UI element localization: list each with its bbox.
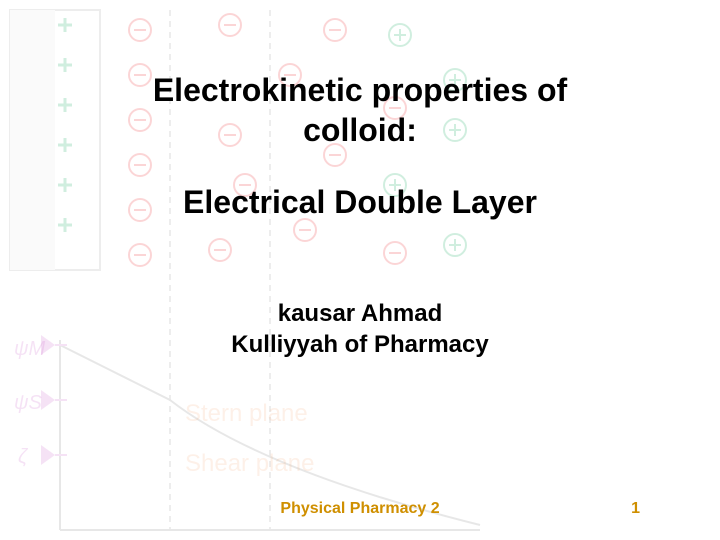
title-line-3: Electrical Double Layer bbox=[0, 182, 720, 222]
footer-text: Physical Pharmacy 2 bbox=[0, 500, 720, 518]
author-name: kausar Ahmad bbox=[0, 298, 720, 329]
slide-content: Electrokinetic properties of colloid: El… bbox=[0, 0, 720, 540]
title-line-1: Electrokinetic properties of bbox=[0, 70, 720, 110]
page-number: 1 bbox=[631, 500, 640, 518]
slide-title: Electrokinetic properties of colloid: El… bbox=[0, 70, 720, 222]
author-affiliation: Kulliyyah of Pharmacy bbox=[0, 329, 720, 360]
author-block: kausar Ahmad Kulliyyah of Pharmacy bbox=[0, 298, 720, 360]
title-line-2: colloid: bbox=[0, 110, 720, 150]
